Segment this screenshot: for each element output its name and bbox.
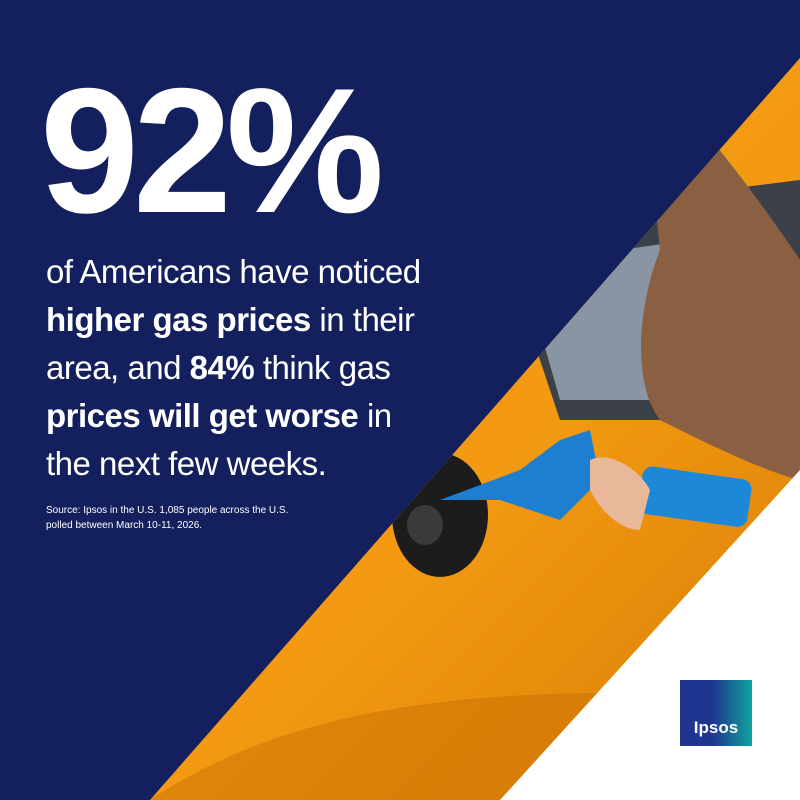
text: the next few weeks.: [46, 445, 327, 482]
text: think gas: [254, 349, 391, 386]
emphasis: higher gas prices: [46, 301, 311, 338]
text-line: higher gas prices in their: [46, 296, 421, 344]
source-note: Source: Ipsos in the U.S. 1,085 people a…: [46, 503, 288, 533]
text: of Americans have noticed: [46, 253, 421, 290]
logo: Ipsos: [680, 680, 752, 746]
text: in their: [310, 301, 415, 338]
source-line: polled between March 10-11, 2026.: [46, 520, 203, 531]
emphasis: prices will get worse: [46, 397, 359, 434]
source-line: Source: Ipsos in the U.S. 1,085 people a…: [46, 505, 289, 516]
text-line: area, and 84% think gas: [46, 344, 421, 392]
body-text: of Americans have noticed higher gas pri…: [46, 248, 421, 488]
text-line: prices will get worse in: [46, 392, 421, 440]
text: in: [358, 397, 392, 434]
logo-text: Ipsos: [693, 718, 739, 737]
text: area, and: [46, 349, 190, 386]
text-line: the next few weeks.: [46, 440, 421, 488]
headline: 92%: [40, 51, 384, 250]
text-line: of Americans have noticed: [46, 248, 421, 296]
emphasis: 84%: [189, 349, 255, 386]
